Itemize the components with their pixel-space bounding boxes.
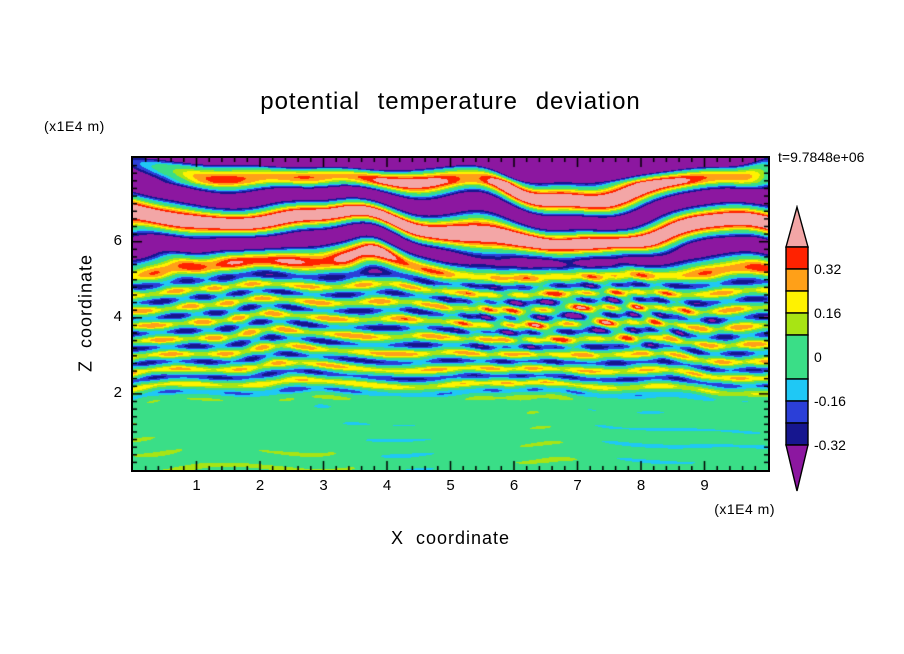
colorbar-arrow-down — [785, 444, 809, 492]
colorbar-band — [785, 400, 809, 424]
colorbar-tick-label: -0.32 — [814, 437, 846, 453]
colorbar-band — [785, 268, 809, 292]
plot-frame — [131, 156, 770, 472]
x-tick-label: 4 — [382, 477, 392, 494]
x-tick-label: 3 — [319, 477, 328, 494]
colorbar-band — [785, 290, 809, 314]
colorbar-tick-label: 0.32 — [814, 261, 842, 277]
colorbar-band — [785, 334, 809, 380]
colorbar-svg — [785, 205, 809, 492]
z-tick-label: 4 — [113, 307, 122, 325]
colorbar-band — [785, 246, 809, 270]
x-tick-label: 2 — [255, 477, 265, 494]
z-axis-units-label: (x1E4 m) — [44, 118, 105, 134]
colorbar-arrow-up — [785, 205, 809, 248]
chart-title: potential temperature deviation — [260, 88, 641, 115]
colorbar-band — [785, 422, 809, 446]
z-tick-label: 6 — [113, 231, 122, 249]
colorbar-band — [785, 378, 809, 402]
x-tick-label: 5 — [446, 477, 455, 494]
x-axis-title: X coordinate — [390, 528, 511, 548]
x-tick-label: 1 — [192, 477, 201, 494]
z-tick-label: 2 — [113, 383, 122, 401]
x-tick-label: 6 — [509, 477, 519, 494]
colorbar-band — [785, 312, 809, 336]
colorbar-tick-label: -0.16 — [814, 393, 846, 409]
time-annotation: t=9.7848e+06 — [778, 149, 865, 165]
colorbar-tick-label: 0.16 — [814, 305, 842, 321]
colorbar-tick-label: 0 — [814, 349, 822, 365]
x-tick-label: 9 — [700, 477, 709, 494]
x-axis-units-label: (x1E4 m) — [714, 501, 775, 517]
contour-canvas — [133, 158, 768, 470]
x-tick-label: 7 — [573, 477, 582, 494]
x-tick-label: 8 — [636, 477, 646, 494]
